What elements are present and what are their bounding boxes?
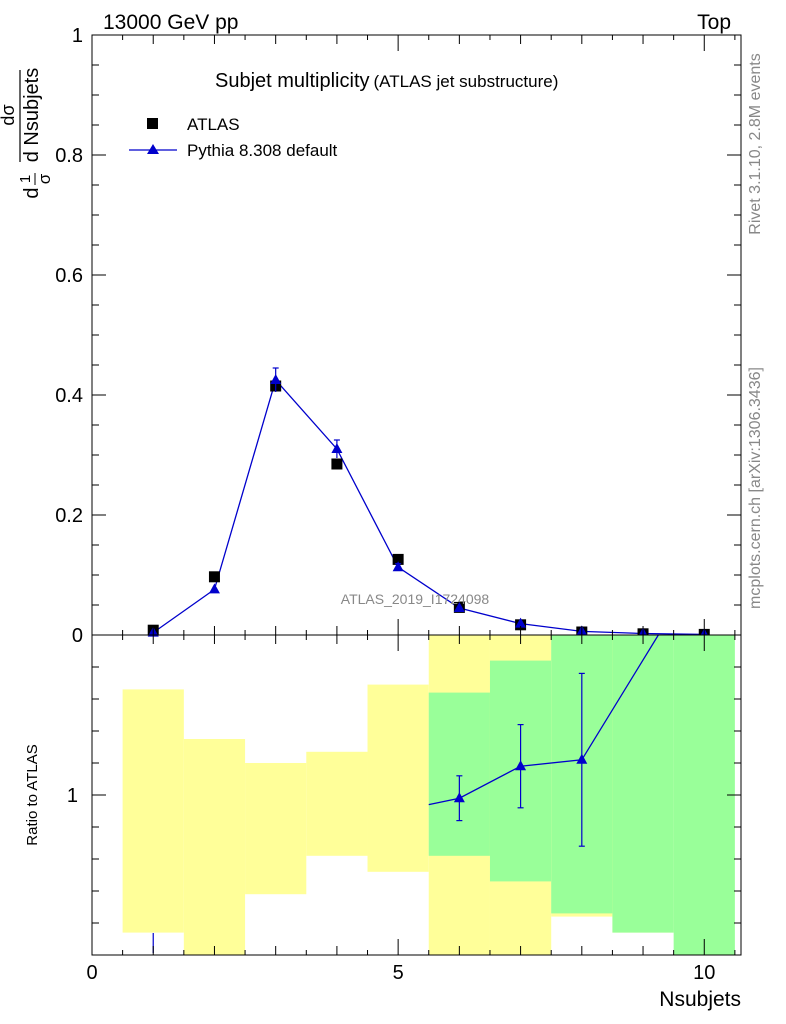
ratio-band-yellow-4: [306, 751, 368, 856]
legend-atlas-label: ATLAS: [187, 115, 240, 134]
ratio-band-green-6: [428, 692, 490, 856]
pythia-point-4: [331, 443, 343, 453]
pythia-point-7: [515, 617, 527, 628]
chart-title-main: Subjet multiplicity: [215, 70, 370, 92]
x-tick-label-0: 0: [86, 962, 97, 984]
xlabel: Nsubjets: [659, 988, 741, 1011]
ratio-ylabel: Ratio to ATLAS: [24, 744, 41, 845]
atlas-point-4: [331, 458, 343, 470]
y-tick-label-0.6: 0.6: [55, 265, 83, 287]
y-tick-label-0.2: 0.2: [55, 505, 83, 527]
y-tick-label-0: 0: [72, 625, 83, 647]
ratio-y-tick-label-1: 1: [67, 785, 78, 807]
ylabel-d: d: [21, 187, 43, 198]
rivet-version-label: Rivet 3.1.10, 2.8M events: [747, 53, 764, 234]
atlas-point-2: [208, 571, 220, 583]
ratio-point-7: [515, 760, 527, 771]
pythia-point-5: [392, 561, 404, 572]
x-tick-label-5: 5: [393, 962, 404, 984]
legend-atlas-marker: [147, 118, 158, 129]
main-ylabel: d 1 σ dσ d Nsubjets: [0, 68, 54, 199]
ratio-band-yellow-3: [245, 763, 307, 895]
chart-title: Subjet multiplicity (ATLAS jet substructu…: [215, 70, 558, 92]
mcplots-source-label: mcplots.cern.ch [arXiv:1306.3436]: [747, 367, 764, 609]
ratio-band-green-9: [612, 635, 674, 933]
axes: 00.20.40.60.810 5 101: [55, 25, 741, 984]
chart-subtitle: (ATLAS jet substructure): [374, 72, 559, 91]
pythia-point-6: [453, 602, 465, 612]
pythia-point-3: [270, 374, 282, 384]
ratio-band-yellow-2: [183, 739, 246, 955]
ylabel-fraction-top: dσ: [0, 104, 18, 125]
y-tick-label-1: 1: [72, 25, 83, 47]
x-tick-label-10: 10: [693, 962, 715, 984]
header-process-label: Top: [697, 11, 731, 34]
ratio-point-8: [576, 753, 588, 764]
legend-pythia-label: Pythia 8.308 default: [187, 141, 338, 160]
ratio-plot-area: [122, 634, 735, 955]
legend-pythia-marker: [147, 144, 159, 154]
ratio-point-6: [453, 792, 465, 803]
ylabel-sigma: σ: [35, 173, 54, 184]
ratio-band-yellow-5: [367, 684, 429, 872]
analysis-watermark: ATLAS_2019_I1724098: [341, 591, 490, 607]
header-energy-label: 13000 GeV pp: [103, 11, 238, 34]
ratio-band-green-10: [673, 635, 735, 955]
y-tick-label-0.4: 0.4: [55, 385, 83, 407]
ylabel-one: 1: [17, 175, 34, 183]
ratio-band-yellow-1: [122, 689, 184, 933]
atlas-point-5: [392, 553, 404, 565]
pythia-point-2: [208, 583, 220, 594]
ylabel-fraction-bottom: d Nsubjets: [21, 68, 43, 163]
y-tick-label-0.8: 0.8: [55, 145, 83, 167]
